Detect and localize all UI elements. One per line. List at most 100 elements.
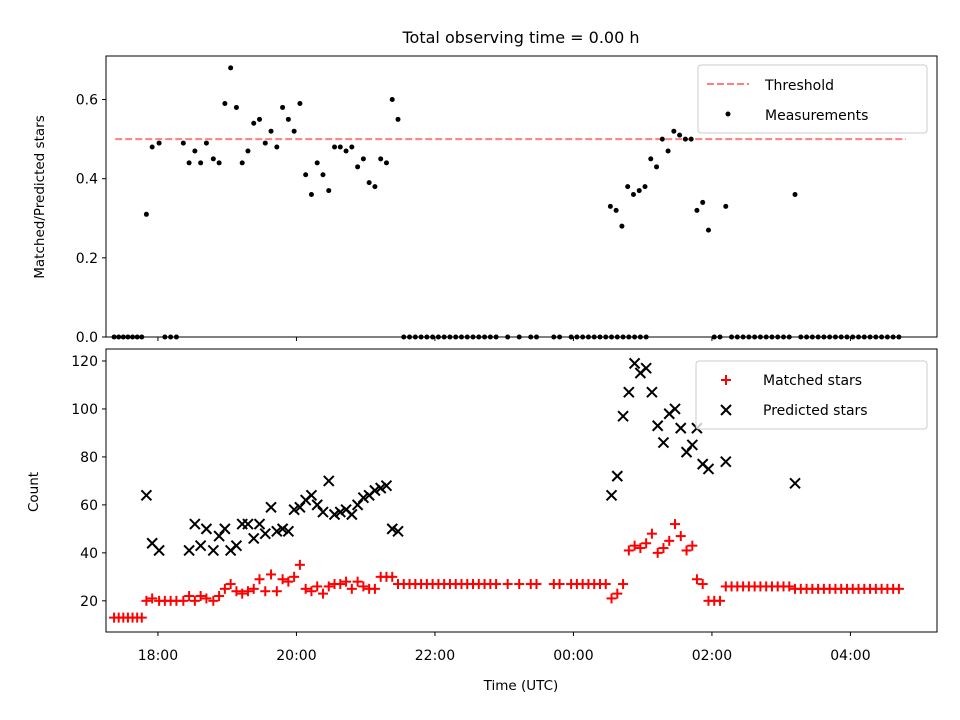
- legend-matched-swatch: [721, 375, 731, 385]
- measurement-point: [274, 144, 280, 150]
- predicted-star-point: [194, 539, 207, 552]
- measurement-point: [659, 136, 665, 142]
- predicted-x-b: [242, 518, 254, 530]
- bottom-panel: 18:00 20:00 22:00 00:00 02:00 04:00 20 40 60 80 1…: [26, 348, 938, 694]
- matched-star-point: [271, 586, 282, 597]
- predicted-star-point: [628, 357, 641, 370]
- predicted-x-b: [628, 357, 641, 370]
- matched-star-point: [312, 581, 323, 592]
- measurement-point: [262, 140, 268, 146]
- predicted-x-b: [702, 463, 715, 475]
- predicted-x-b: [219, 523, 231, 535]
- top-axes-frame: [105, 55, 938, 338]
- measurement-point: [222, 100, 228, 106]
- predicted-star-point: [386, 523, 398, 535]
- measurement-point: [607, 203, 613, 209]
- matched-star-point: [675, 531, 686, 542]
- predicted-x-b: [392, 525, 404, 537]
- predicted-x-b: [720, 456, 732, 468]
- matched-star-point: [612, 588, 623, 599]
- top-ytick-label: 0.4: [76, 172, 98, 188]
- matched-star-point: [242, 586, 253, 597]
- measurement-point: [332, 144, 338, 150]
- predicted-x-b: [311, 499, 323, 511]
- matched-star-point: [178, 595, 189, 606]
- measurement-point: [320, 172, 326, 178]
- measurement-point: [210, 156, 216, 162]
- measurement-point: [625, 184, 631, 190]
- matched-star-point: [237, 588, 248, 599]
- matched-star-point: [554, 579, 565, 590]
- predicted-star-point: [789, 477, 801, 490]
- predicted-x-b: [288, 503, 300, 516]
- predicted-x-b: [357, 491, 370, 504]
- bottom-legend: Matched stars Predicted stars: [695, 360, 928, 430]
- matched-star-point: [670, 519, 681, 530]
- predicted-x-b: [686, 439, 699, 451]
- bottom-xtick-label: 02:00: [692, 648, 732, 664]
- predicted-star-point: [623, 386, 635, 398]
- measurement-point: [228, 65, 234, 71]
- bottom-xtick-label: 00:00: [553, 648, 593, 664]
- predicted-x-b: [294, 501, 306, 513]
- measurement-point: [688, 136, 694, 142]
- matched-star-point: [697, 579, 708, 590]
- matched-star-point: [147, 593, 158, 604]
- matched-star-point: [248, 583, 259, 594]
- predicted-star-point: [317, 506, 329, 518]
- predicted-x-b: [282, 525, 295, 537]
- matched-star-point: [306, 586, 317, 597]
- predicted-x-b: [230, 539, 243, 552]
- measurement-point: [694, 207, 700, 213]
- measurement-point: [216, 160, 222, 166]
- predicted-star-point: [242, 518, 254, 530]
- predicted-star-point: [259, 527, 271, 540]
- predicted-star-point: [640, 362, 652, 374]
- measurement-point: [705, 227, 711, 233]
- predicted-star-point: [669, 403, 681, 415]
- matched-star-point: [136, 612, 147, 623]
- matched-star-point: [531, 579, 542, 590]
- predicted-star-point: [380, 479, 393, 492]
- predicted-star-point: [248, 532, 260, 545]
- measurement-point: [665, 148, 671, 154]
- matched-star-point: [606, 593, 617, 604]
- bottom-ytick-label: 20: [80, 594, 98, 610]
- matched-star-point: [646, 528, 657, 539]
- measurement-point: [642, 184, 648, 190]
- matched-star-point: [629, 540, 640, 551]
- predicted-x-b: [696, 458, 709, 470]
- measurement-point: [280, 104, 286, 110]
- predicted-star-point: [328, 508, 341, 521]
- matched-star-point: [260, 586, 271, 597]
- matched-star-point: [387, 571, 398, 582]
- predicted-x-b: [351, 499, 364, 511]
- matched-star-point: [283, 576, 294, 587]
- measurement-point: [723, 203, 729, 209]
- predicted-star-point: [675, 422, 687, 434]
- matched-star-point: [652, 547, 663, 558]
- predicted-x-b: [276, 523, 289, 535]
- measurement-point: [245, 148, 251, 154]
- measurement-point: [682, 136, 688, 142]
- predicted-star-point: [213, 530, 225, 542]
- predicted-star-point: [702, 463, 715, 475]
- matched-star-point: [208, 595, 219, 606]
- predicted-x-b: [323, 475, 335, 487]
- matched-star-point: [184, 591, 195, 602]
- measurement-point: [648, 156, 654, 162]
- measurement-point: [613, 207, 619, 213]
- predicted-star-point: [651, 420, 664, 432]
- matched-star-point: [335, 579, 346, 590]
- bottom-xticks: 18:00 20:00 22:00 00:00 02:00 04:00: [138, 632, 871, 664]
- measurement-point: [671, 128, 677, 134]
- matched-star-point: [600, 579, 611, 590]
- predicted-x-b: [328, 508, 341, 521]
- bottom-ytick-label: 60: [80, 498, 98, 514]
- predicted-star-point: [219, 523, 231, 535]
- predicted-star-point: [646, 386, 658, 398]
- predicted-star-point: [334, 506, 347, 518]
- predicted-star-point: [189, 518, 201, 530]
- predicted-star-point: [346, 508, 358, 521]
- top-legend: Threshold Measurements: [697, 64, 928, 134]
